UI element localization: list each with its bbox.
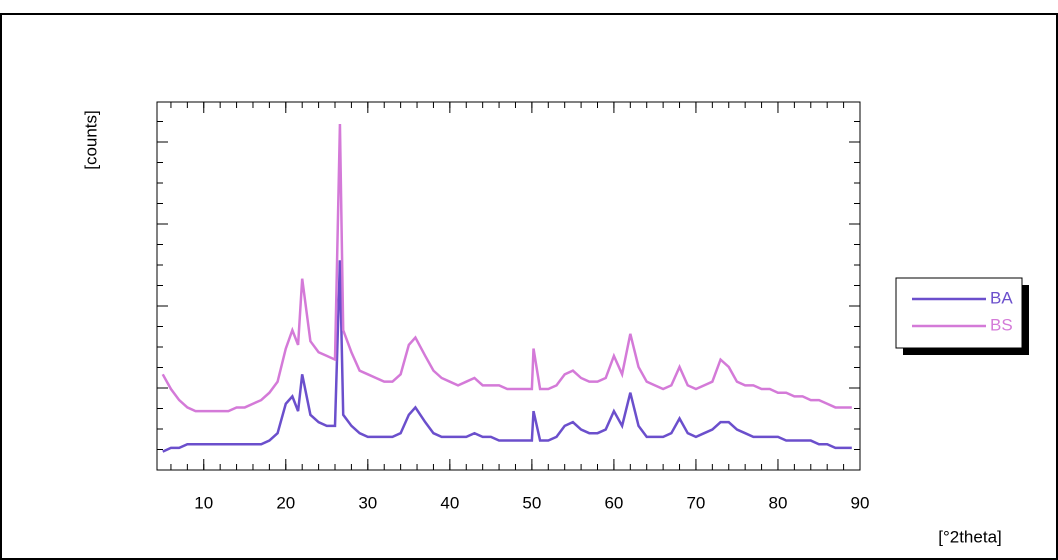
x-tick-label: 50 <box>522 493 541 512</box>
series-line <box>162 260 852 453</box>
y-axis-label: [counts] <box>81 110 100 170</box>
series-line <box>161 124 852 413</box>
legend-box <box>895 277 1023 349</box>
x-axis-label: [°2theta] <box>938 527 1002 546</box>
legend-label: BS <box>990 315 1013 334</box>
legend-label: BA <box>990 288 1013 307</box>
x-tick-label: 90 <box>851 493 870 512</box>
x-tick-label: 30 <box>358 493 377 512</box>
x-tick-label: 40 <box>440 493 459 512</box>
x-tick-label: 60 <box>604 493 623 512</box>
x-tick-label: 80 <box>769 493 788 512</box>
x-tick-label: 70 <box>686 493 705 512</box>
plot-area <box>156 101 861 471</box>
frame <box>0 13 1058 560</box>
x-tick-label: 10 <box>194 493 213 512</box>
x-tick-label: 20 <box>276 493 295 512</box>
